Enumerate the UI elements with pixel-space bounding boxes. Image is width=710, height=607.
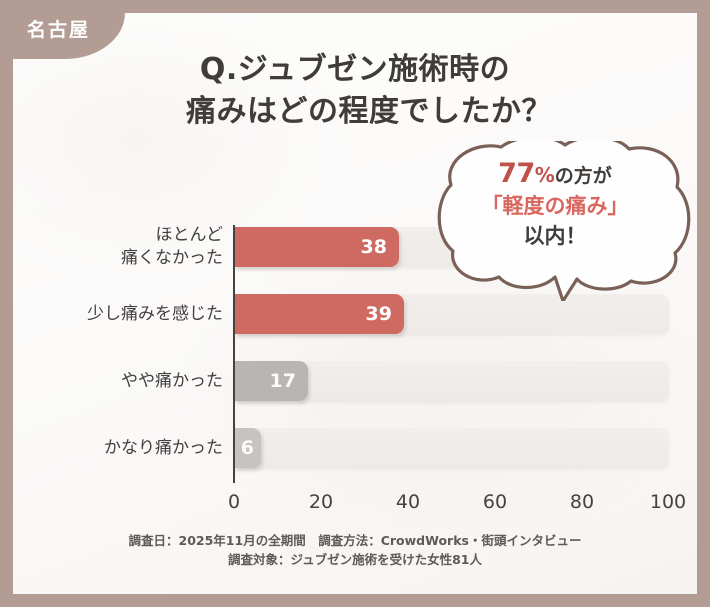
x-axis: 0 20 40 60 80 100 xyxy=(13,491,697,517)
x-axis-tick: 100 xyxy=(649,491,687,513)
footnote-survey-date: 調査日：2025年11月の全期間 調査方法：CrowdWorks・街頭インタビュ… xyxy=(128,533,582,548)
bar-label: 少し痛みを感じた xyxy=(13,303,223,325)
bar-label-line1: 少し痛みを感じた xyxy=(87,304,223,324)
callout-bubble-shape xyxy=(437,141,691,301)
table-row: かなり痛かった 6 xyxy=(13,428,697,468)
page-title-line1: Q.ジュブゼン施術時の xyxy=(199,52,511,87)
bar-fill: 39 xyxy=(234,294,404,334)
bar-fill: 38 xyxy=(234,227,399,267)
bar-value: 6 xyxy=(240,437,254,459)
footnotes: 調査日：2025年11月の全期間 調査方法：CrowdWorks・街頭インタビュ… xyxy=(13,531,697,569)
bar-value: 38 xyxy=(360,236,387,258)
bar-fill: 6 xyxy=(234,428,261,468)
bar-value: 39 xyxy=(365,303,392,325)
bar-label-line2: 痛くなかった xyxy=(121,248,223,268)
region-badge: 名古屋 xyxy=(13,13,125,59)
x-axis-tick: 60 xyxy=(482,491,508,513)
page-title-line2: 痛みはどの程度でしたか？ xyxy=(186,94,552,129)
x-axis-tick: 40 xyxy=(395,491,421,513)
bar-label-line1: かなり痛かった xyxy=(104,438,223,458)
page-title: Q.ジュブゼン施術時の 痛みはどの程度でしたか？ xyxy=(13,49,697,133)
bar-track xyxy=(234,428,669,468)
x-axis-tick: 80 xyxy=(569,491,595,513)
region-badge-label: 名古屋 xyxy=(27,19,91,41)
bar-label: かなり痛かった xyxy=(13,437,223,459)
table-row: やや痛かった 17 xyxy=(13,361,697,401)
x-axis-tick: 20 xyxy=(308,491,334,513)
table-row: 少し痛みを感じた 39 xyxy=(13,294,697,334)
callout-bubble: 77%の方が 「軽度の痛み」 以内！ xyxy=(431,141,697,301)
footnote-survey-target: 調査対象：ジュブゼン施術を受けた女性81人 xyxy=(227,552,483,567)
x-axis-tick: 0 xyxy=(227,491,241,513)
bar-label-line1: やや痛かった xyxy=(121,371,223,391)
bar-fill: 17 xyxy=(234,361,308,401)
infographic-page: 名古屋 Q.ジュブゼン施術時の 痛みはどの程度でしたか？ ほとんど 痛くなかった… xyxy=(13,13,697,594)
bar-value: 17 xyxy=(269,370,296,392)
bar-label: ほとんど 痛くなかった xyxy=(13,224,223,270)
bar-label: やや痛かった xyxy=(13,370,223,392)
bar-label-line1: ほとんど xyxy=(155,225,224,245)
y-axis-line xyxy=(233,225,235,483)
